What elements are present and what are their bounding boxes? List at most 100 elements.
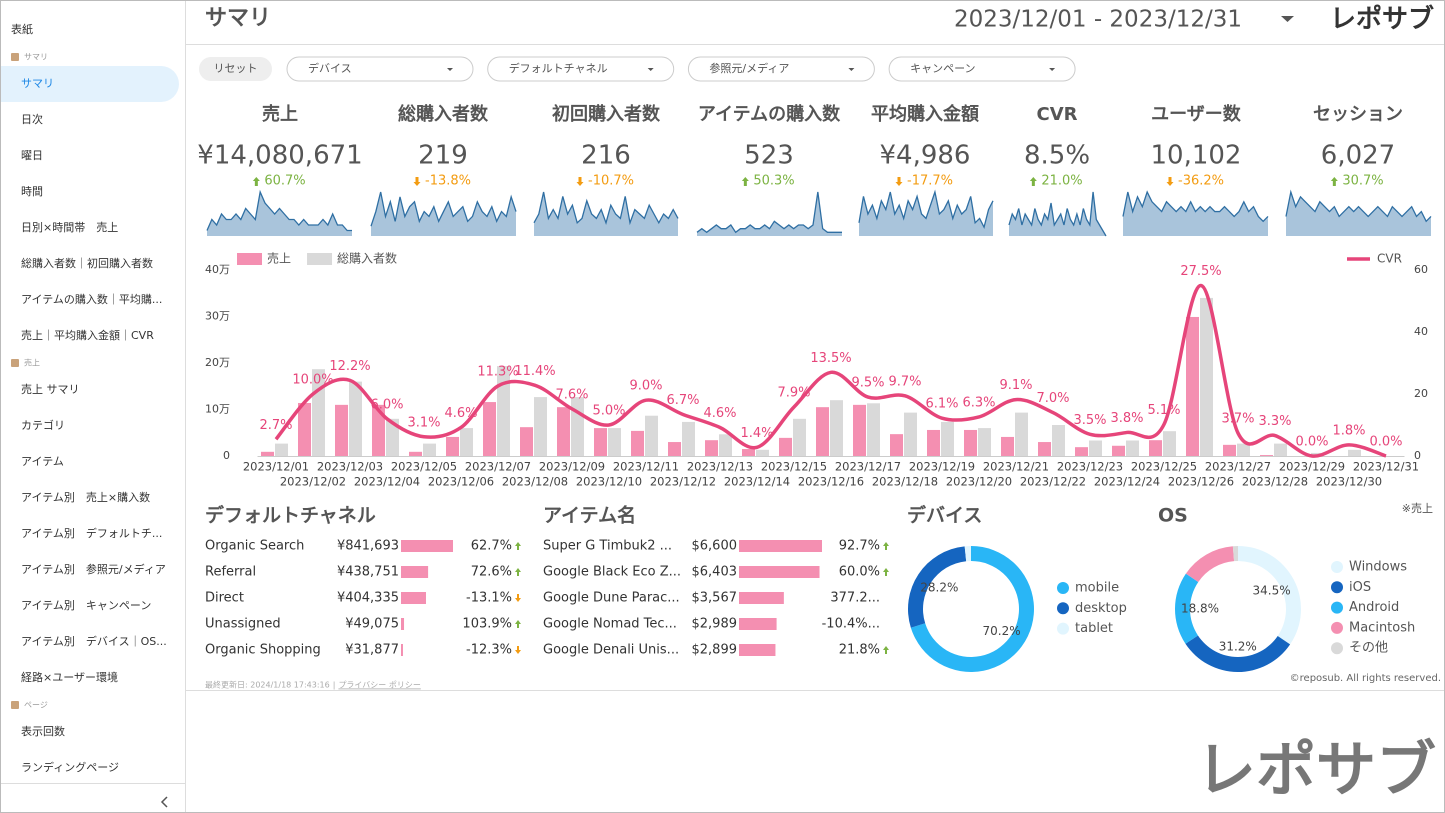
x-tick-label: 2023/12/10	[576, 475, 642, 489]
nav-item[interactable]: カテゴリ	[21, 418, 65, 432]
slice-label: 18.8%	[1181, 601, 1219, 615]
section-title: デバイス	[907, 504, 982, 527]
nav-item[interactable]: 曜日	[21, 149, 43, 162]
y-tick-label: 0	[223, 449, 230, 462]
bar	[386, 418, 399, 456]
row-change: 62.7%	[471, 539, 512, 554]
kpi-title: アイテムの購入数	[698, 103, 841, 125]
bar	[645, 415, 658, 456]
sparkline	[1285, 189, 1432, 223]
x-tick-label: 2023/12/13	[687, 460, 753, 474]
bar	[1038, 442, 1051, 456]
x-tick-label: 2023/12/15	[761, 460, 827, 474]
up-arrow	[515, 568, 521, 576]
section-title: サマリ	[24, 53, 48, 62]
nav-item[interactable]: 売上｜平均購入金額｜CVR	[21, 328, 154, 342]
bar	[1223, 444, 1236, 456]
privacy-link[interactable]: プライバシー ポリシー	[338, 681, 420, 690]
x-tick-label: 2023/12/18	[872, 475, 938, 489]
data-label: 6.3%	[962, 395, 995, 410]
nav-item[interactable]: アイテム別 売上×購入数	[21, 490, 150, 504]
legend-label: 総購入者数	[337, 251, 397, 266]
nav-item[interactable]: ランディングページ	[21, 760, 119, 774]
kpi-change: -13.8%	[425, 174, 471, 189]
filter-dropdown[interactable]	[487, 56, 675, 82]
nav-item[interactable]: アイテム別 デフォルトチ...	[21, 526, 162, 540]
reset-button[interactable]	[199, 57, 272, 81]
date-range[interactable]: 2023/12/01 - 2023/12/31	[954, 7, 1242, 33]
x-tick-label: 2023/12/07	[465, 460, 531, 474]
data-label: 4.6%	[703, 406, 736, 421]
dropdown-arrow	[447, 68, 453, 71]
nav-item[interactable]: 経路×ユーザー環境	[21, 670, 118, 684]
data-label: 1.8%	[1332, 423, 1365, 438]
up-arrow	[883, 542, 889, 550]
filter-dropdown[interactable]	[687, 56, 875, 82]
filter-dropdown[interactable]	[888, 56, 1076, 82]
row-bar	[739, 618, 777, 630]
x-tick-label: 2023/12/22	[1020, 475, 1086, 489]
nav-item[interactable]: 表示回数	[21, 724, 65, 738]
legend-swatch	[237, 253, 262, 265]
nav-item[interactable]: アイテム別 キャンペーン	[21, 599, 151, 612]
dropdown-arrow	[848, 68, 855, 71]
row-value: $6,403	[692, 565, 738, 580]
slice-label: 31.2%	[1219, 639, 1257, 653]
row-name: Organic Shopping	[205, 643, 321, 658]
date-dropdown-arrow[interactable]	[1281, 16, 1294, 22]
kpi-change: 21.0%	[1041, 174, 1082, 189]
nav-item[interactable]: 表紙	[11, 22, 33, 36]
up-arrow	[883, 568, 889, 576]
legend-label: Android	[1349, 600, 1399, 615]
bar	[1126, 440, 1139, 456]
x-tick-label: 2023/12/06	[428, 475, 494, 489]
down-arrow	[895, 177, 903, 186]
bar	[298, 402, 311, 456]
row-change: -13.1%	[466, 591, 512, 606]
bar	[275, 443, 288, 456]
down-arrow	[576, 177, 584, 186]
legend-label: tablet	[1075, 621, 1113, 636]
data-label: 3.7%	[1221, 412, 1254, 427]
y-tick-label: 20万	[205, 356, 230, 369]
nav-item[interactable]: 総購入者数｜初回購入者数	[21, 256, 153, 270]
row-bar	[401, 618, 405, 630]
nav-item[interactable]: 時間	[21, 185, 43, 198]
section-title: アイテム名	[543, 504, 636, 527]
row-name: Google Nomad Tec...	[543, 617, 677, 632]
kpi-change: -10.7%	[588, 174, 634, 189]
last-updated: 最終更新日: 2024/1/18 17:43:16	[205, 680, 330, 690]
collapse-button[interactable]	[160, 796, 168, 808]
x-tick-label: 2023/12/01	[243, 460, 309, 474]
nav-item[interactable]: アイテムの購入数｜平均購...	[21, 292, 162, 306]
x-tick-label: 2023/12/28	[1242, 475, 1308, 489]
x-tick-label: 2023/12/31	[1353, 460, 1419, 474]
dropdown-arrow	[647, 68, 654, 71]
bar	[978, 428, 991, 456]
nav-item[interactable]: アイテム別 デバイス｜OS...	[21, 634, 167, 648]
nav-item[interactable]: 日次	[21, 112, 43, 126]
section-icon	[11, 53, 19, 61]
bar	[1089, 440, 1102, 456]
x-tick-label: 2023/12/26	[1168, 475, 1234, 489]
sparkline-area	[1286, 192, 1431, 236]
x-tick-label: 2023/12/02	[280, 475, 346, 489]
sparkline	[858, 189, 994, 230]
x-tick-label: 2023/12/03	[317, 460, 383, 474]
nav-item[interactable]: アイテム	[21, 455, 64, 468]
nav-item[interactable]: サマリ	[21, 77, 54, 90]
row-value: ¥404,335	[337, 591, 399, 606]
legend-swatch	[1331, 601, 1343, 614]
row-bar	[739, 566, 820, 578]
nav-item[interactable]: 日別×時間帯 売上	[21, 221, 118, 234]
nav-item[interactable]: アイテム別 参照元/メディア	[21, 562, 166, 576]
kpi-change: -17.7%	[907, 174, 953, 189]
nav-item[interactable]: 売上 サマリ	[21, 383, 80, 396]
filter-dropdown[interactable]	[286, 56, 474, 82]
down-arrow	[515, 646, 521, 654]
kpi-title: 平均購入金額	[871, 103, 979, 125]
bar	[446, 436, 459, 456]
x-tick-label: 2023/12/09	[539, 460, 605, 474]
x-tick-label: 2023/12/08	[502, 475, 568, 489]
row-value: $6,600	[692, 539, 738, 554]
